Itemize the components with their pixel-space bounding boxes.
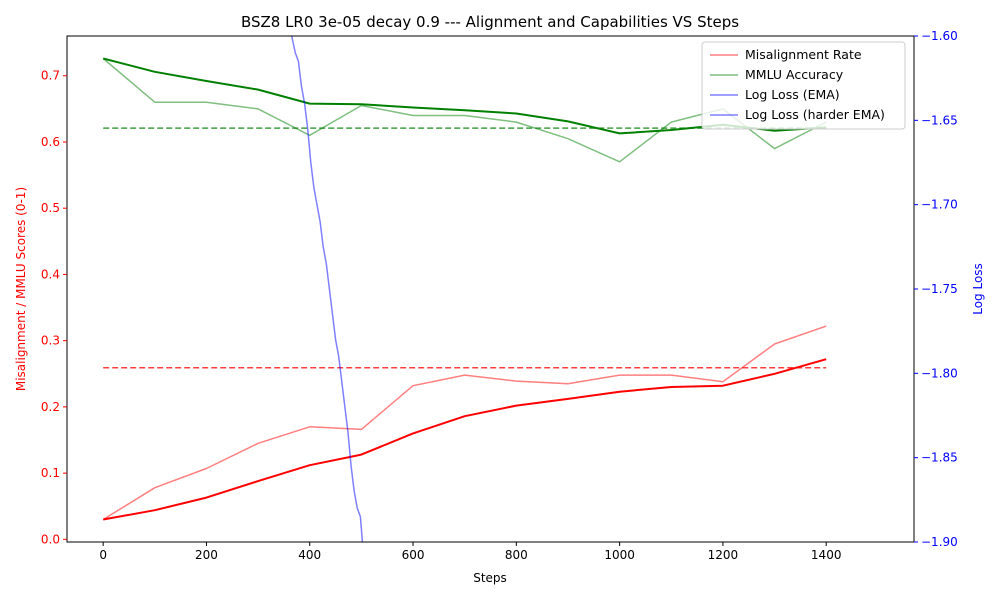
y-axis-left: 0.0 0.1 0.2 0.3 0.4 0.5 0.6 0.7 <box>41 69 67 546</box>
y-right-tick-label: −1.60 <box>921 29 958 43</box>
series-1-smoothed-line <box>103 358 827 521</box>
y-left-tick-label: 0.2 <box>41 400 60 414</box>
x-tick-label: 0 <box>99 548 107 562</box>
y-axis-right-title: Log Loss <box>971 263 985 315</box>
legend-label-mmlu-accuracy: MMLU Accuracy <box>745 67 844 82</box>
y-right-tick-label: −1.65 <box>921 113 958 127</box>
legend: Misalignment Rate MMLU Accuracy Log Loss (… <box>701 41 906 130</box>
y-right-tick-label: −1.80 <box>921 366 958 380</box>
y-right-tick-label: −1.75 <box>921 282 958 296</box>
legend-frame <box>701 41 906 130</box>
legend-label-log-loss-harder-ema: Log Loss (harder EMA) <box>745 107 885 122</box>
x-tick-label: 1400 <box>811 548 842 562</box>
y-left-tick-label: 0.1 <box>41 466 60 480</box>
y-left-tick-label: 0.4 <box>41 267 60 281</box>
x-tick-label: 200 <box>195 548 218 562</box>
misalignment-rate-line <box>102 325 827 521</box>
y-left-tick-label: 0.7 <box>41 69 60 83</box>
y-left-tick-label: 0.3 <box>41 334 60 348</box>
y-right-tick-label: −1.85 <box>921 451 958 465</box>
x-tick-label: 400 <box>298 548 321 562</box>
x-axis: 0 200 400 600 800 1000 1200 1400 <box>99 542 841 562</box>
legend-label-log-loss-ema: Log Loss (EMA) <box>745 87 840 102</box>
y-left-tick-label: 0.5 <box>41 201 60 215</box>
y-left-tick-label: 0.0 <box>41 532 60 546</box>
y-axis-right: −1.90 −1.85 −1.80 −1.75 −1.70 −1.65 −1.60 <box>914 29 958 549</box>
x-axis-title: Steps <box>473 571 507 585</box>
x-tick-label: 1000 <box>604 548 635 562</box>
legend-label-misalignment-rate: Misalignment Rate <box>745 47 862 62</box>
x-tick-label: 600 <box>402 548 425 562</box>
y-right-tick-label: −1.70 <box>921 198 958 212</box>
log-loss-ema-line <box>290 36 364 542</box>
x-tick-label: 1200 <box>708 548 739 562</box>
chart-title: BSZ8 LR0 3e-05 decay 0.9 --- Alignment a… <box>241 13 739 31</box>
y-right-tick-label: −1.90 <box>921 535 958 549</box>
y-left-tick-label: 0.6 <box>41 135 60 149</box>
y-axis-left-title: Misalignment / MMLU Scores (0-1) <box>14 187 28 391</box>
x-tick-label: 800 <box>505 548 528 562</box>
